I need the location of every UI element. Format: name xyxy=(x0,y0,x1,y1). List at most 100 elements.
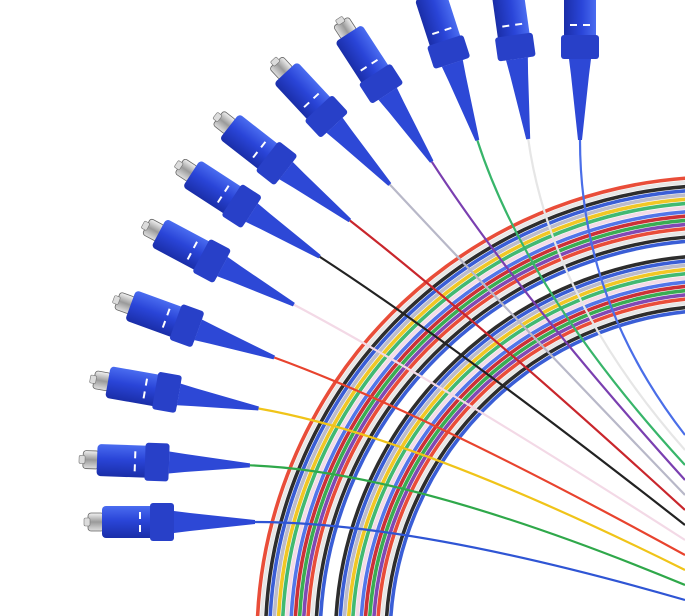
sc-connector xyxy=(561,0,599,140)
bundle-fiber xyxy=(314,235,685,616)
key-mark xyxy=(166,308,171,316)
fiber xyxy=(476,140,685,466)
latch xyxy=(150,503,174,541)
key-mark xyxy=(432,30,440,36)
bundle-fiber xyxy=(255,176,685,616)
fibers xyxy=(249,138,685,602)
latch xyxy=(256,142,297,185)
sc-connector xyxy=(333,16,434,163)
ferrule-tip xyxy=(335,16,345,26)
sc-connector xyxy=(78,442,251,482)
bundle-fiber xyxy=(260,180,685,616)
ferrule-tip xyxy=(141,221,150,231)
key-mark xyxy=(144,378,149,386)
boot xyxy=(245,203,321,259)
bundle-fiber xyxy=(351,272,685,616)
key-mark xyxy=(260,141,267,148)
bundle-fiber xyxy=(334,255,685,616)
key-mark xyxy=(312,92,320,100)
fiber xyxy=(388,183,685,496)
key-mark xyxy=(502,24,510,28)
bundle-fiber xyxy=(276,197,685,616)
boot xyxy=(569,59,591,140)
key-mark xyxy=(444,26,452,32)
boot xyxy=(506,57,531,140)
bundle-fiber xyxy=(389,310,685,616)
ferrule-tip xyxy=(212,112,222,122)
latch xyxy=(427,35,470,69)
bundle-fiber xyxy=(319,239,685,616)
bundle-fiber xyxy=(384,305,685,616)
ferrule-tip xyxy=(83,517,91,527)
sc-connector xyxy=(491,0,536,140)
boot xyxy=(326,117,392,186)
key-mark xyxy=(216,196,223,204)
boot xyxy=(174,511,255,533)
bundle-fiber xyxy=(372,293,685,616)
key-mark xyxy=(161,320,167,328)
sc-connector xyxy=(174,158,321,259)
sc-connector xyxy=(141,218,295,307)
bundle-fiber xyxy=(376,297,685,616)
latch xyxy=(169,304,204,347)
fiber xyxy=(349,219,685,511)
bundle-fiber xyxy=(268,189,685,616)
fiber xyxy=(254,520,685,602)
bundle-fiber xyxy=(380,301,685,616)
bundle-fiber xyxy=(359,280,685,616)
key-mark xyxy=(224,185,230,193)
key-mark xyxy=(360,66,368,72)
latch xyxy=(193,239,231,283)
bundle-fiber xyxy=(285,206,685,616)
bundle-fiber xyxy=(355,276,685,616)
bundle-fiber xyxy=(289,210,685,616)
latch xyxy=(359,64,403,103)
bundle-fiber xyxy=(281,201,685,616)
key-mark xyxy=(515,22,523,26)
sc-connector xyxy=(83,503,255,541)
sc-connector xyxy=(112,291,275,360)
sc-connector xyxy=(415,0,480,141)
boot xyxy=(168,451,251,474)
bundle-fiber xyxy=(363,284,685,616)
boot xyxy=(176,383,259,411)
bundle-fiber xyxy=(264,185,685,616)
latch xyxy=(495,32,536,62)
ferrule-tip xyxy=(78,455,86,464)
key-mark xyxy=(371,58,379,65)
fiber xyxy=(527,138,685,451)
latch xyxy=(152,372,182,413)
bundle-fiber xyxy=(338,259,685,616)
sc-connector xyxy=(89,366,259,413)
boot xyxy=(279,161,352,223)
ferrule-tip xyxy=(112,295,121,305)
boot xyxy=(441,59,480,141)
latch xyxy=(561,35,599,59)
latch xyxy=(222,184,261,228)
boot xyxy=(217,256,295,307)
bundle-fiber xyxy=(368,289,685,616)
fiber xyxy=(258,407,685,571)
latch xyxy=(305,95,348,137)
connectors xyxy=(78,0,599,541)
fiber xyxy=(249,464,685,587)
key-mark xyxy=(142,391,146,399)
fiber xyxy=(430,161,685,481)
fiber-bundles xyxy=(255,176,685,616)
fiber xyxy=(319,255,685,526)
sc-connector xyxy=(212,111,352,223)
boot xyxy=(194,319,275,360)
ferrule-tip xyxy=(89,374,97,384)
key-mark xyxy=(303,101,310,108)
key-mark xyxy=(192,241,198,249)
fiber xyxy=(273,356,685,556)
bundle-fiber xyxy=(310,231,685,616)
bundle-fiber xyxy=(293,214,685,616)
fiber xyxy=(293,303,685,541)
bundle-fiber xyxy=(342,263,685,616)
ferrule xyxy=(87,512,105,532)
key-mark xyxy=(252,151,259,159)
bundle-fiber xyxy=(347,267,685,616)
